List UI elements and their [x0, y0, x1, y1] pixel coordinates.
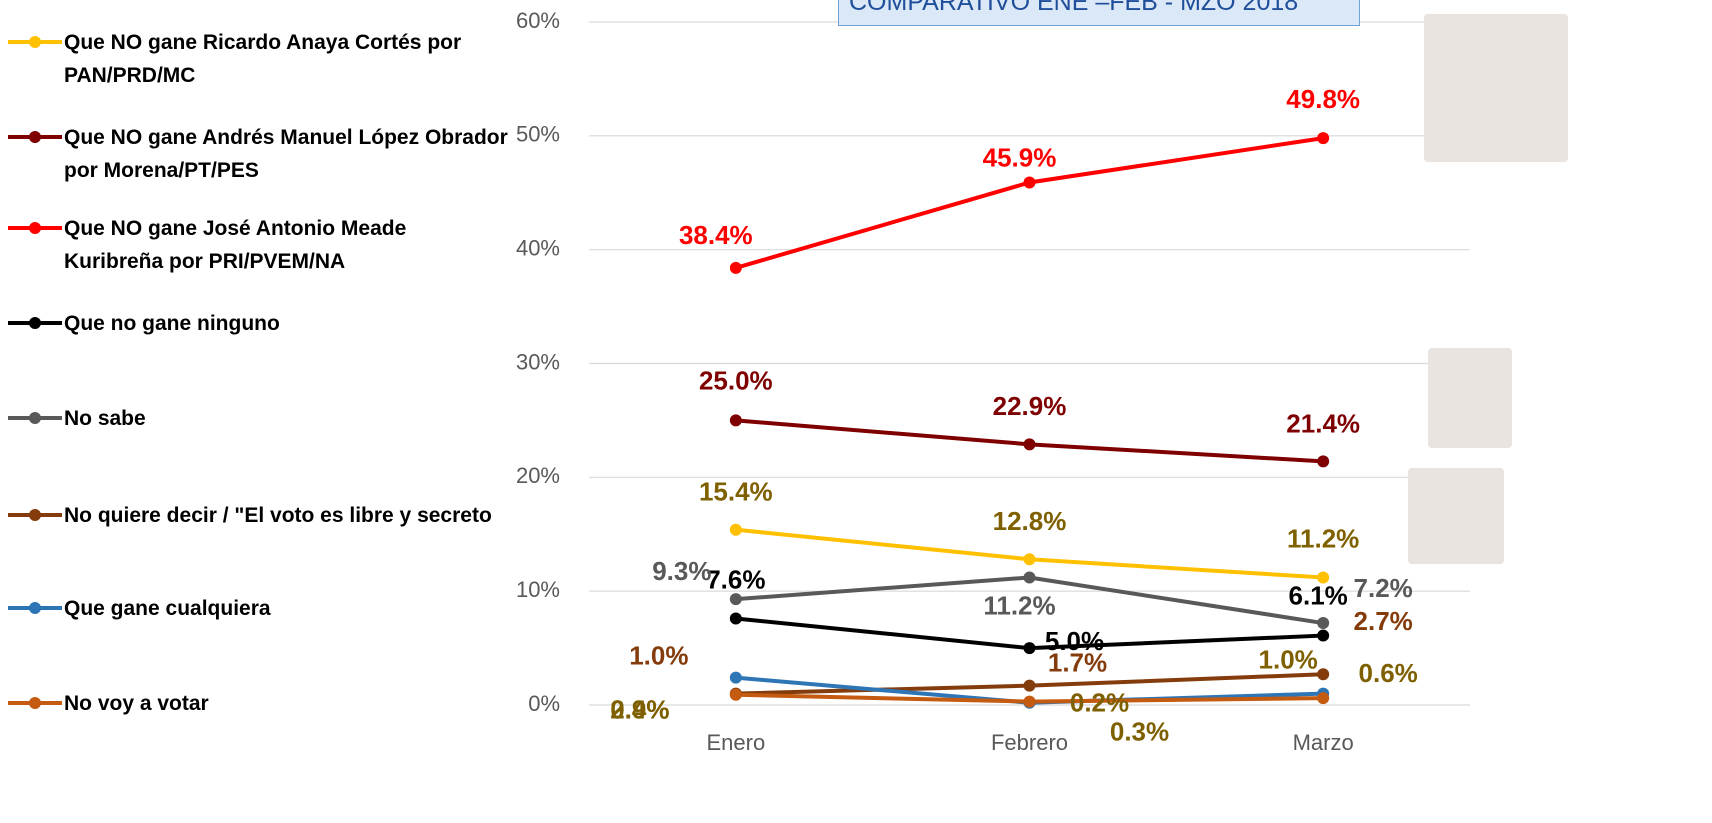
data-label: 1.0%	[1259, 644, 1318, 674]
legend-item: Que NO gane Andrés Manuel López Obrador …	[0, 121, 509, 187]
data-label: 25.0%	[699, 365, 773, 395]
data-point	[1317, 617, 1330, 630]
legend-dot	[29, 36, 41, 48]
legend-label: Que no gane ninguno	[64, 312, 280, 335]
legend-item: Que NO gane José Antonio Meade Kuribreña…	[0, 212, 509, 278]
data-label: 0.6%	[1359, 658, 1418, 688]
y-tick-label: 50%	[516, 122, 560, 147]
data-point	[729, 593, 742, 606]
legend-swatch	[8, 412, 62, 424]
y-tick-label: 60%	[516, 8, 560, 33]
data-point	[1023, 553, 1036, 566]
legend-label: Que gane cualquiera	[64, 597, 271, 620]
data-label: 11.2%	[1287, 523, 1359, 553]
data-point	[729, 523, 742, 536]
photo	[1408, 468, 1504, 564]
data-label: 45.9%	[983, 142, 1057, 172]
data-point	[1317, 571, 1330, 584]
data-label: 12.8%	[993, 506, 1067, 536]
data-point	[1317, 668, 1330, 681]
legend-swatch	[8, 602, 62, 614]
y-tick-label: 20%	[516, 463, 560, 488]
x-tick-label: Enero	[706, 730, 765, 755]
y-tick-label: 0%	[528, 691, 560, 716]
data-point	[729, 414, 742, 427]
data-point	[1023, 438, 1036, 451]
data-label: 11.2%	[983, 590, 1055, 620]
legend-swatch	[8, 317, 62, 329]
data-label: 49.8%	[1286, 84, 1360, 114]
legend-label: No sabe	[64, 407, 146, 430]
data-label: 1.7%	[1048, 648, 1107, 678]
data-point	[1317, 455, 1330, 468]
data-point	[1023, 695, 1036, 708]
legend-item: Que NO gane Ricardo Anaya Cortés por PAN…	[0, 26, 509, 92]
legend-item: Que no gane ninguno	[0, 307, 509, 340]
chart-title: COMPARATIVO ENE –FEB - MZO 2018	[838, 0, 1360, 26]
data-point	[1317, 132, 1330, 145]
legend-swatch	[8, 222, 62, 234]
legend-label: No voy a votar	[64, 692, 209, 715]
data-label: 15.4%	[699, 477, 773, 507]
x-tick-label: Marzo	[1293, 730, 1354, 755]
data-label: 7.2%	[1354, 573, 1413, 603]
legend-dot	[29, 602, 41, 614]
y-tick-label: 30%	[516, 349, 560, 374]
data-label: 6.1%	[1289, 580, 1348, 610]
data-point	[729, 612, 742, 625]
legend-dot	[29, 222, 41, 234]
data-label: 0.9%	[610, 695, 669, 725]
data-label: 0.2%	[1070, 688, 1129, 718]
legend-label: Que NO gane Andrés Manuel López Obrador …	[64, 126, 508, 182]
legend-item: No sabe	[0, 402, 509, 435]
x-tick-label: Febrero	[991, 730, 1068, 755]
legend-swatch	[8, 697, 62, 709]
legend-dot	[29, 317, 41, 329]
data-label: 0.3%	[1110, 716, 1169, 746]
legend-dot	[29, 509, 41, 521]
legend-dot	[29, 412, 41, 424]
legend-dot	[29, 131, 41, 143]
data-point	[729, 261, 742, 274]
legend-swatch	[8, 509, 62, 521]
photo	[1428, 348, 1512, 448]
data-label: 21.4%	[1286, 408, 1360, 438]
legend-dot	[29, 697, 41, 709]
data-label: 5.0%	[1045, 626, 1104, 656]
data-point	[1317, 629, 1330, 642]
photo	[1424, 14, 1568, 162]
data-point	[1023, 642, 1036, 655]
data-label: 38.4%	[679, 220, 753, 250]
data-label: 7.6%	[706, 564, 765, 594]
legend-item: No quiere decir / "El voto es libre y se…	[0, 499, 509, 532]
legend-item: Que gane cualquiera	[0, 592, 509, 625]
data-label: 1.0%	[629, 640, 688, 670]
data-point	[729, 671, 742, 684]
data-point	[729, 688, 742, 701]
legend-label: No quiere decir / "El voto es libre y se…	[64, 504, 492, 527]
legend-swatch	[8, 36, 62, 48]
data-label: 2.4%	[610, 695, 669, 725]
legend-item: No voy a votar	[0, 687, 509, 720]
data-point	[1023, 571, 1036, 584]
legend-label: Que NO gane Ricardo Anaya Cortés por PAN…	[64, 31, 462, 87]
data-point	[1023, 176, 1036, 189]
legend-swatch	[8, 131, 62, 143]
data-label: 22.9%	[993, 391, 1067, 421]
y-tick-label: 40%	[516, 235, 560, 260]
data-label: 2.7%	[1354, 606, 1413, 636]
data-label: 9.3%	[652, 556, 711, 586]
legend-label: Que NO gane José Antonio Meade Kuribreña…	[64, 217, 407, 273]
data-point	[1023, 679, 1036, 692]
y-tick-label: 10%	[516, 577, 560, 602]
data-point	[1317, 692, 1330, 705]
